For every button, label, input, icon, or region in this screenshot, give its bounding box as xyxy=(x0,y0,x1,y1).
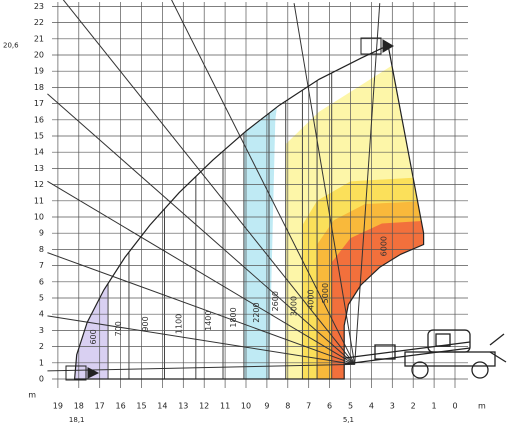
y-tick-label: 11 xyxy=(34,196,44,205)
angle-line xyxy=(293,3,356,365)
zone-label: 5000 xyxy=(321,283,330,303)
y-tick-label: 3 xyxy=(39,326,44,335)
x-unit: m xyxy=(478,402,486,411)
y-tick-label: 5 xyxy=(39,294,44,303)
y-tick-label: 1 xyxy=(39,358,44,367)
x-tick-label: 10 xyxy=(241,402,251,411)
zone-label: 1800 xyxy=(229,307,238,327)
max-reach: 18,1 xyxy=(69,416,85,424)
x-tick-label: 9 xyxy=(264,402,269,411)
y-tick-label: 16 xyxy=(34,115,44,124)
x-tick-label: 5 xyxy=(348,402,353,411)
angle-line xyxy=(354,3,381,365)
y-tick-label: 19 xyxy=(34,67,44,76)
y-tick-label: 14 xyxy=(34,148,44,157)
y-tick-label: 17 xyxy=(34,99,44,108)
zone-label: 2200 xyxy=(252,302,261,322)
x-tick-label: 13 xyxy=(178,402,188,411)
y-tick-label: 0 xyxy=(39,375,44,384)
x-tick-label: 14 xyxy=(157,402,167,411)
angle-line xyxy=(47,93,356,365)
y-tick-label: 9 xyxy=(39,229,44,238)
pivot-offset: 5,1 xyxy=(343,416,354,424)
x-tick-label: 11 xyxy=(220,402,230,411)
y-tick-label: 10 xyxy=(34,213,44,222)
zone-label: 1400 xyxy=(204,311,213,331)
y-tick-label: 8 xyxy=(39,245,44,254)
envelope-outline xyxy=(73,44,425,380)
x-tick-label: 16 xyxy=(116,402,126,411)
zone-label: 700 xyxy=(114,321,123,336)
y-tick-label: 12 xyxy=(34,180,44,189)
x-tick-label: 12 xyxy=(199,402,209,411)
y-tick-label: 21 xyxy=(34,34,44,43)
y-tick-label: 18 xyxy=(34,83,44,92)
x-tick-label: 18 xyxy=(74,402,84,411)
y-unit: m xyxy=(28,391,36,400)
zone-label: 2600 xyxy=(271,291,280,311)
x-tick-label: 8 xyxy=(285,402,290,411)
zone-label: 3000 xyxy=(290,296,299,316)
x-tick-label: 19 xyxy=(53,402,63,411)
y-tick-label: 6 xyxy=(39,277,44,286)
y-tick-label: 4 xyxy=(39,310,44,319)
y-tick-label: 7 xyxy=(39,261,44,270)
zone-label: 1100 xyxy=(175,314,184,334)
max-height: 20,6 xyxy=(3,41,19,49)
x-tick-label: 4 xyxy=(369,402,374,411)
x-tick-label: 17 xyxy=(95,402,105,411)
angle-line xyxy=(62,0,356,365)
x-tick-label: 3 xyxy=(390,402,395,411)
x-tick-label: 7 xyxy=(306,402,311,411)
zone-label: 900 xyxy=(141,316,150,331)
angle-line xyxy=(47,363,355,372)
y-tick-label: 2 xyxy=(39,342,44,351)
telehandler-icon xyxy=(344,329,507,379)
x-tick-label: 0 xyxy=(452,402,457,411)
y-tick-label: 22 xyxy=(34,18,44,27)
y-tick-label: 20 xyxy=(34,51,44,60)
zone-label: 600 xyxy=(89,329,98,344)
y-tick-label: 15 xyxy=(34,132,44,141)
x-tick-label: 6 xyxy=(327,402,332,411)
y-tick-label: 23 xyxy=(34,2,44,11)
angle-line xyxy=(47,252,355,365)
angle-line xyxy=(47,315,355,365)
zone-label: 4000 xyxy=(306,289,315,309)
zone-label: 6000 xyxy=(379,236,388,256)
x-tick-label: 1 xyxy=(432,402,437,411)
labels: 0123456789101112131415161718192021222319… xyxy=(3,2,486,424)
angle-line xyxy=(171,0,356,365)
x-tick-label: 15 xyxy=(136,402,146,411)
angle-line xyxy=(47,180,355,365)
x-tick-label: 2 xyxy=(411,402,416,411)
angle-lines xyxy=(47,0,381,372)
y-tick-label: 13 xyxy=(34,164,44,173)
